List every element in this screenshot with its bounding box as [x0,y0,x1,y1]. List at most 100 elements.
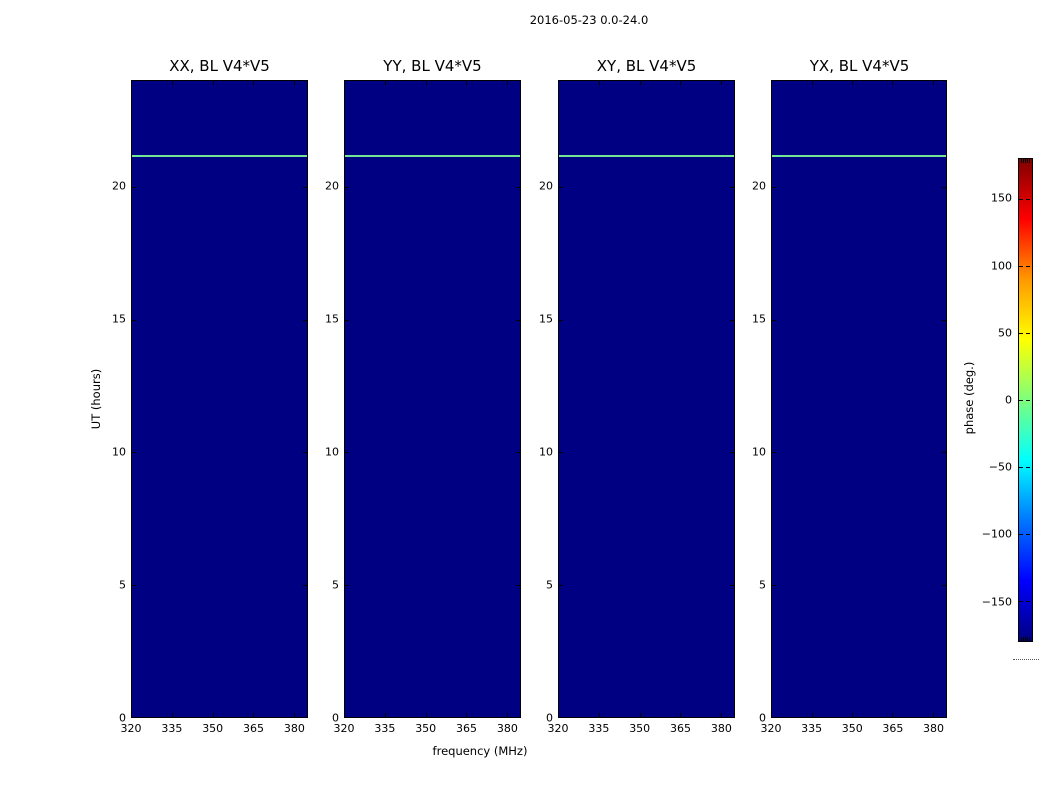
tick-mark [942,584,946,586]
tick-mark [212,81,214,85]
colorbar-tick [1019,533,1032,535]
colorbar-tick-label: 0 [1005,393,1012,407]
tick-mark [599,713,601,717]
y-tick-label: 15 [752,312,766,326]
panel-title-yx: YX, BL V4*V5 [809,57,910,75]
colorbar-tick-label: 50 [998,326,1012,340]
tick-mark [559,319,563,321]
tick-mark [942,187,946,188]
tick-mark [932,81,934,85]
colorbar-tick-label: 100 [991,259,1012,273]
phase-stripe [132,155,307,157]
y-tick-label: 10 [539,445,553,459]
tick-mark [680,713,682,717]
colorbar-tick-labels: 150 100 50 0 −50 −100 −150 [950,158,1012,642]
y-tick-label: 0 [332,711,339,725]
tick-mark [680,81,682,85]
colorbar-tick [1019,266,1032,268]
y-tick-label: 0 [119,711,126,725]
tick-mark [772,451,776,453]
tick-mark [253,81,255,85]
tick-mark [303,319,307,321]
x-tick-label: 365 [670,722,692,735]
colorbar-tick [1019,199,1032,201]
tick-mark [852,81,854,85]
colorbar-tick [1019,466,1032,468]
x-tick-labels: 320 335 350 365 380 [121,722,308,736]
tick-mark [812,81,814,85]
tick-mark [516,319,520,321]
tick-mark [559,187,563,188]
colorbar-tick-label: −100 [981,527,1012,541]
x-tick-labels: 320 335 350 365 380 [761,722,947,736]
tick-mark [892,81,894,85]
tick-mark [172,81,174,85]
x-tick-label: 350 [202,722,224,735]
colorbar-tick [1019,333,1032,335]
colorbar-minor-ticks [1021,159,1030,163]
x-tick-labels: 320 335 350 365 380 [548,722,735,736]
x-tick-label: 380 [283,722,305,735]
y-tick-labels: 20 15 10 5 0 [738,80,766,725]
x-tick-label: 350 [415,722,437,735]
colorbar-tick-label: 150 [991,191,1012,205]
x-tick-label: 320 [547,722,569,735]
tick-mark [812,713,814,717]
x-tick-label: 350 [629,722,651,735]
y-tick-label: 20 [752,179,766,193]
tick-mark [730,451,734,453]
tick-mark [385,81,387,85]
tick-mark [466,81,468,85]
y-tick-label: 10 [325,445,339,459]
tick-mark [730,187,734,188]
colorbar-dotted-line [1013,659,1039,660]
tick-mark [599,81,601,85]
x-tick-label: 335 [801,722,823,735]
tick-mark [253,713,255,717]
tick-mark [516,187,520,188]
tick-mark [942,451,946,453]
y-tick-label: 5 [759,578,766,592]
tick-mark [772,187,776,188]
x-tick-label: 380 [496,722,518,735]
x-tick-label: 335 [374,722,396,735]
tick-mark [345,584,349,586]
x-tick-label: 350 [841,722,863,735]
x-tick-label: 320 [760,722,782,735]
tick-mark [303,451,307,453]
tick-mark [293,713,295,717]
panel-title-xy: XY, BL V4*V5 [596,57,697,75]
figure-title: 2016-05-23 0.0-24.0 [529,13,649,27]
x-tick-label: 365 [456,722,478,735]
y-tick-labels: 20 15 10 5 0 [525,80,553,725]
panel-xx [131,80,308,718]
panel-xy [558,80,735,718]
y-tick-label: 5 [332,578,339,592]
colorbar-tick [1019,400,1032,401]
tick-mark [385,713,387,717]
y-tick-label: 20 [325,179,339,193]
tick-mark [132,584,136,586]
tick-mark [639,713,641,717]
x-tick-label: 365 [243,722,265,735]
tick-mark [132,187,136,188]
tick-mark [303,187,307,188]
y-axis-label: UT (hours) [89,368,103,430]
tick-mark [212,713,214,717]
tick-mark [720,713,722,717]
tick-mark [345,319,349,321]
tick-mark [303,584,307,586]
tick-mark [772,584,776,586]
x-tick-label: 335 [161,722,183,735]
y-tick-label: 5 [119,578,126,592]
phase-stripe [772,155,946,157]
panel-title-yy: YY, BL V4*V5 [383,57,482,75]
phase-stripe [345,155,520,157]
tick-mark [932,713,934,717]
tick-mark [730,584,734,586]
y-tick-label: 15 [325,312,339,326]
colorbar-label: phase (deg.) [962,361,976,435]
tick-mark [730,319,734,321]
colorbar-minor-ticks [1021,637,1030,641]
y-tick-label: 15 [539,312,553,326]
